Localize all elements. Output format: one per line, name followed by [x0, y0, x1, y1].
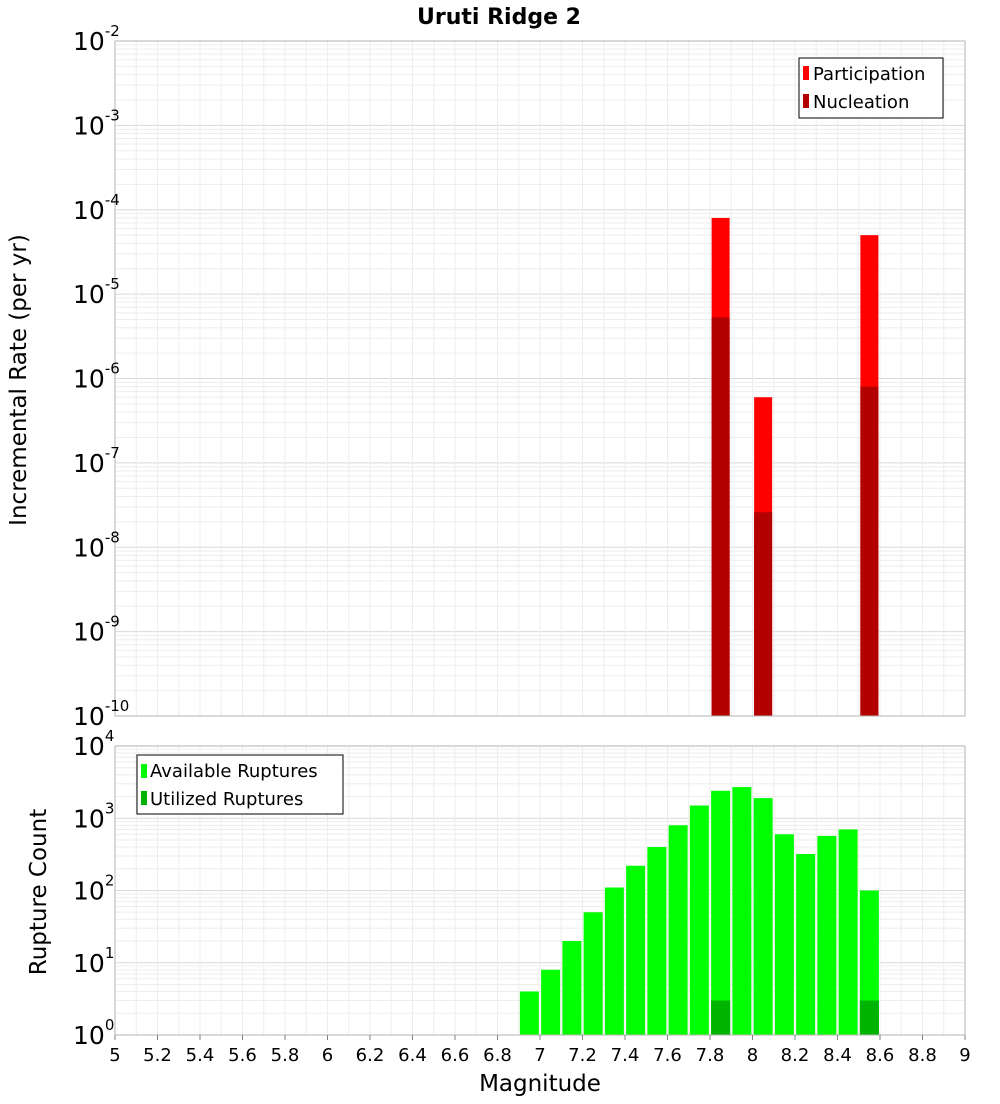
count-bar-available-ruptures	[689, 805, 709, 1035]
chart-title: Uruti Ridge 2	[417, 5, 581, 30]
count-legend-box	[136, 754, 344, 815]
count-bar-available-ruptures	[647, 847, 667, 1035]
nucleation-legend-swatch	[803, 94, 809, 108]
rate-y-tick-label: 10-4	[73, 191, 120, 225]
rate-bar-nucleation	[711, 317, 730, 716]
x-tick-label: 7.2	[568, 1045, 597, 1066]
rate-gridlines	[114, 41, 966, 717]
x-tick-label: 7.6	[653, 1045, 682, 1066]
rate-y-tick-label: 10-9	[73, 613, 120, 647]
x-tick-label: 5	[109, 1045, 120, 1066]
rate-plot-frame	[114, 40, 966, 717]
rate-bars	[711, 217, 879, 716]
x-tick-label: 5.8	[271, 1045, 300, 1066]
rate-y-tick-label: 10-3	[73, 106, 120, 140]
count-bar-utilized-ruptures	[711, 1000, 731, 1035]
count-y-ticks: 100 101 102 103 104	[73, 727, 114, 1050]
count-bar-utilized-ruptures	[859, 1000, 879, 1035]
rate-y-tick-label: 10-7	[73, 444, 120, 478]
rate-bar-nucleation	[754, 512, 773, 716]
count-bar-available-ruptures	[583, 912, 603, 1035]
x-tick-label: 8.2	[781, 1045, 810, 1066]
count-bar-available-ruptures	[711, 790, 731, 1035]
x-tick-label: 7.8	[696, 1045, 725, 1066]
rate-bar-nucleation	[860, 386, 879, 716]
utilized-legend-label: Utilized Ruptures	[150, 789, 303, 810]
x-tick-label: 6.6	[441, 1045, 470, 1066]
x-tick-label: 8.8	[908, 1045, 937, 1066]
x-axis-title: Magnitude	[479, 1071, 601, 1097]
x-tick-label: 8.6	[866, 1045, 895, 1066]
participation-legend-swatch	[803, 66, 809, 80]
count-bar-available-ruptures	[774, 834, 794, 1035]
count-bar-available-ruptures	[626, 865, 646, 1035]
utilized-legend-swatch	[141, 791, 147, 805]
x-tick-label: 6.8	[483, 1045, 512, 1066]
count-y-tick-label: 104	[73, 727, 114, 761]
x-tick-label: 6.4	[398, 1045, 427, 1066]
rate-y-tick-label: 10-8	[73, 528, 120, 562]
count-bar-available-ruptures	[838, 829, 858, 1035]
rate-y-tick-label: 10-2	[73, 22, 120, 56]
count-y-tick-label: 102	[73, 872, 114, 906]
x-tick-label: 7.4	[611, 1045, 640, 1066]
available-legend-label: Available Ruptures	[150, 761, 318, 782]
x-tick-label: 8	[747, 1045, 758, 1066]
x-tick-label: 7	[534, 1045, 545, 1066]
nucleation-legend-label: Nucleation	[813, 92, 909, 113]
x-tick-label: 5.2	[143, 1045, 172, 1066]
count-y-tick-label: 103	[73, 799, 114, 833]
rate-y-tick-label: 10-5	[73, 275, 120, 309]
rate-y-tick-label: 10-6	[73, 360, 120, 394]
count-bars	[519, 787, 879, 1035]
count-bar-available-ruptures	[604, 887, 624, 1035]
count-bar-available-ruptures	[668, 825, 688, 1035]
count-bar-available-ruptures	[817, 835, 837, 1035]
x-tick-label: 6	[322, 1045, 333, 1066]
rate-y-tick-label: 10-10	[73, 697, 129, 731]
count-legend: Available Ruptures Utilized Ruptures	[136, 754, 344, 815]
participation-legend-label: Participation	[813, 64, 925, 85]
rate-y-ticks: 10-10 10-9 10-8 10-7 10-6 10-5 10-4 10-3 10-2	[73, 22, 129, 731]
x-tick-label: 8.4	[823, 1045, 852, 1066]
x-tick-label: 9	[959, 1045, 970, 1066]
count-y-tick-label: 101	[73, 944, 114, 978]
available-legend-swatch	[141, 764, 147, 778]
rate-legend-box	[798, 57, 944, 119]
count-bar-available-ruptures	[519, 991, 539, 1035]
x-tick-label: 5.4	[186, 1045, 215, 1066]
rate-legend: Participation Nucleation	[798, 57, 944, 119]
count-bar-available-ruptures	[859, 890, 879, 1035]
x-tick-label: 6.2	[356, 1045, 385, 1066]
count-bar-available-ruptures	[541, 969, 561, 1035]
magnitude-x-ticks: 5 5.2 5.4 5.6 5.8 6 6.2 6.4 6.6 6.8 7 7.2 7.4 7.6 7.8 8…	[109, 1035, 971, 1066]
count-y-tick-label: 100	[73, 1016, 114, 1050]
count-bar-available-ruptures	[753, 798, 773, 1035]
count-bar-available-ruptures	[796, 854, 816, 1035]
count-y-axis-title: Rupture Count	[26, 809, 52, 975]
x-tick-label: 5.6	[228, 1045, 257, 1066]
rate-y-axis-title: Incremental Rate (per yr)	[6, 234, 32, 526]
count-bar-available-ruptures	[732, 787, 752, 1035]
count-bar-available-ruptures	[562, 941, 582, 1035]
